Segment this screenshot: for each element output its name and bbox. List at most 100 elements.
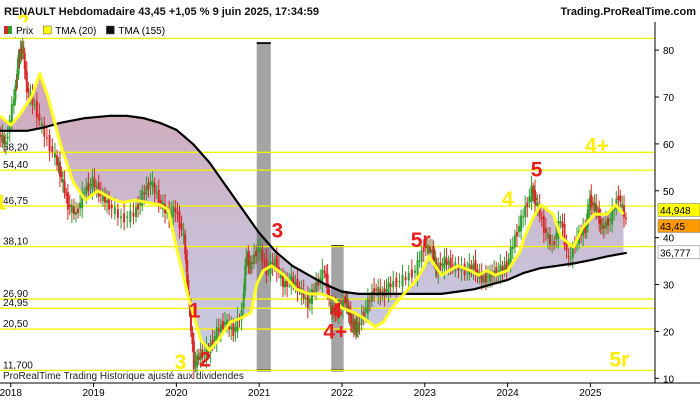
price-candle-body [355, 326, 358, 328]
price-candle-body [337, 304, 340, 319]
price-candle-body [334, 304, 337, 317]
legend-label: TMA (155) [118, 26, 165, 37]
price-candle-body [609, 218, 612, 222]
price-candle-body [87, 182, 90, 191]
price-candle-body [591, 202, 594, 205]
price-candle-body [383, 288, 386, 297]
price-candle-body [186, 260, 189, 285]
price-candle-body [306, 294, 309, 308]
price-candle-body [489, 270, 492, 282]
price-candle-body [95, 186, 98, 188]
price-candle-body [31, 94, 34, 105]
price-candle-body [451, 264, 454, 266]
price-candle-body [20, 46, 23, 54]
ma-area-fill [0, 73, 624, 350]
price-candle-body [371, 291, 374, 302]
price-candle-body [192, 341, 195, 369]
x-tick-label: 2022 [331, 388, 354, 399]
price-candle-body [132, 212, 135, 217]
price-candle-body [48, 134, 51, 151]
price-candle-body [351, 319, 354, 328]
price-candle-body [313, 291, 316, 293]
wave-label: 5 [531, 159, 543, 182]
price-candle-body [74, 211, 77, 215]
source-link[interactable]: Trading.ProRealTime.com [560, 6, 696, 18]
wave-label: 4+ [323, 320, 347, 343]
price-candle-body [517, 225, 520, 232]
price-candle-body [43, 124, 46, 137]
price-candle-body [439, 262, 442, 271]
price-candle-body [418, 261, 421, 263]
price-candle-body [428, 246, 431, 253]
price-candle-body [593, 202, 596, 211]
price-candle-body [375, 289, 378, 291]
level-label: 24,95 [3, 298, 28, 309]
price-candle-body [240, 310, 243, 321]
price-candle-body [530, 186, 533, 203]
price-candle-body [401, 275, 404, 287]
price-candle-body [176, 212, 179, 215]
price-candle-body [604, 221, 607, 229]
price-candle-body [83, 193, 86, 195]
price-candle-body [137, 203, 140, 210]
price-candle-body [522, 216, 525, 218]
price-candle-body [569, 257, 572, 259]
price-candle-body [586, 209, 589, 227]
price-candle-body [166, 211, 169, 214]
price-candle-body [346, 303, 349, 309]
price-candle-body [149, 181, 152, 185]
price-candle-body [617, 195, 620, 201]
price-candle-body [60, 172, 63, 177]
price-candle-body [323, 271, 326, 273]
price-candle-body [410, 269, 413, 278]
price-candle-body [153, 183, 156, 194]
price-candle-body [424, 247, 427, 249]
price-candle-body [15, 82, 18, 84]
price-candle-body [61, 179, 64, 183]
price-candle-body [528, 196, 531, 203]
price-candle-body [24, 69, 27, 75]
price-candle-body [40, 122, 43, 127]
x-tick-label: 2024 [496, 388, 519, 399]
price-candle-body [267, 268, 270, 271]
price-candle-body [495, 267, 498, 277]
price-candle-body [441, 263, 444, 266]
price-candle-body [368, 300, 371, 302]
price-candle-body [65, 193, 68, 196]
legend-swatch [4, 26, 8, 34]
price-candle-body [213, 336, 216, 341]
wave-label: 2 [200, 349, 212, 372]
moving-average-lines [0, 72, 627, 352]
price-candle-body [588, 197, 591, 211]
price-candle-body [308, 298, 311, 304]
price-candle-body [432, 246, 435, 262]
price-candle-body [249, 261, 252, 270]
price-candle-body [263, 261, 266, 263]
price-candle-body [151, 181, 154, 188]
y-tick-label: 80 [663, 46, 675, 57]
price-candle-body [3, 136, 6, 144]
legend-swatch [8, 26, 12, 34]
price-candle-body [296, 278, 299, 292]
price-candle-body [317, 278, 320, 286]
price-candle-body [58, 161, 61, 177]
price-candle-body [544, 228, 547, 233]
price-candle-body [342, 299, 345, 309]
price-candle-body [8, 120, 11, 133]
price-candle-body [619, 195, 622, 202]
price-candle-body [72, 206, 75, 215]
level-lines: 82,5058,2054,4046,7538,1026,9024,9520,50… [0, 28, 655, 371]
legend-swatch [42, 25, 52, 35]
price-candle-body [553, 241, 556, 245]
price-candle-body [349, 311, 352, 325]
price-candle-body [540, 217, 543, 219]
price-candle-body [599, 218, 602, 224]
legend: Prix TMA (20) TMA (155) [0, 22, 212, 37]
price-candle-body [319, 277, 322, 282]
price-candle-body [180, 223, 183, 231]
price-candle-body [480, 273, 483, 283]
price-candle-body [513, 235, 516, 248]
price-candle-body [426, 244, 429, 254]
x-tick-label: 2023 [414, 388, 437, 399]
